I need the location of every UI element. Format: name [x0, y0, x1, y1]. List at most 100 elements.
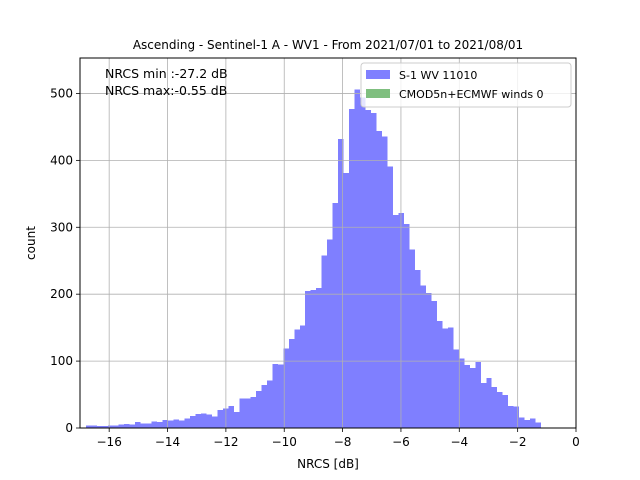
histogram-bar	[431, 300, 437, 428]
histogram-bar	[491, 387, 498, 428]
histogram-bar	[464, 365, 470, 428]
histogram-bar	[184, 418, 191, 428]
histogram-bar	[228, 405, 234, 428]
histogram-bar	[135, 421, 141, 428]
y-tick-label: 0	[65, 421, 73, 435]
histogram-bar	[349, 108, 355, 428]
x-tick-label: −14	[155, 435, 180, 449]
legend-label-s1: S-1 WV 11010	[399, 69, 477, 82]
plot-frame	[79, 57, 577, 429]
histogram-bar	[508, 405, 514, 428]
histogram-bar	[310, 290, 317, 428]
histogram-bar	[371, 112, 377, 428]
histogram-bar	[107, 425, 114, 428]
histogram-bar	[530, 418, 536, 428]
histogram-bar	[535, 422, 542, 428]
legend-swatch-s1	[366, 70, 390, 79]
histogram-bar	[299, 325, 306, 428]
y-axis-ticks: 0 100 200 300 400 500	[50, 86, 80, 435]
histogram-bar	[354, 89, 361, 428]
histogram-bar	[321, 255, 328, 428]
histogram-bar	[420, 285, 426, 428]
histogram-bar	[414, 270, 421, 428]
x-tick-label: −16	[97, 435, 122, 449]
histogram-bar	[338, 138, 344, 428]
legend-swatch-cmod	[366, 89, 390, 98]
x-tick-label: −8	[334, 435, 352, 449]
histogram-bar	[201, 413, 207, 428]
annotation-nrcs-min: NRCS min :-27.2 dB	[105, 66, 228, 81]
x-tick-label: −10	[272, 435, 297, 449]
histogram-bar	[458, 358, 465, 428]
x-axis-ticks: −16 −14 −12 −10 −8 −6 −4 −2 0	[97, 428, 580, 449]
histogram-bar	[393, 215, 399, 428]
histogram-bar	[502, 395, 509, 428]
histogram-bar	[382, 136, 388, 428]
y-axis-label: count	[24, 226, 38, 260]
x-tick-label: −12	[213, 435, 238, 449]
histogram-bar	[475, 361, 481, 428]
legend-box	[360, 62, 572, 108]
histogram-bar	[250, 397, 256, 428]
histogram-bar	[168, 420, 174, 428]
histogram-bar	[102, 425, 108, 428]
histogram-bar	[113, 425, 119, 428]
histogram-bar	[436, 320, 443, 428]
histogram-bar	[480, 383, 487, 428]
histogram-bar	[151, 421, 158, 428]
histogram-bar	[179, 420, 185, 428]
histogram-bar	[327, 239, 333, 428]
histogram-bar	[266, 380, 273, 428]
legend-label-cmod: CMOD5n+ECMWF winds 0	[399, 88, 544, 101]
bars-layer	[85, 89, 542, 429]
chart-title: Ascending - Sentinel-1 A - WV1 - From 20…	[133, 38, 523, 52]
histogram-bar	[118, 424, 125, 428]
histogram-bar	[261, 385, 267, 428]
histogram-bar	[206, 414, 212, 428]
histogram-bar	[442, 328, 448, 428]
x-tick-label: −2	[509, 435, 527, 449]
x-tick-label: −6	[392, 435, 410, 449]
histogram-bar	[124, 423, 130, 428]
histogram-bar	[244, 398, 251, 428]
y-tick-label: 200	[50, 287, 73, 301]
histogram-bar	[425, 292, 432, 428]
histogram-bar	[365, 110, 372, 429]
histogram-bar	[140, 423, 147, 428]
histogram-bar	[96, 425, 103, 428]
histogram-bar	[146, 423, 152, 428]
histogram-bar	[217, 409, 223, 428]
x-tick-label: −4	[450, 435, 468, 449]
histogram-bar	[519, 417, 525, 428]
histogram-bar	[305, 290, 311, 428]
histogram-bar	[129, 424, 136, 428]
y-tick-label: 400	[50, 153, 73, 167]
histogram-bar	[91, 425, 97, 428]
x-tick-label: 0	[572, 435, 580, 449]
histogram-bar	[255, 391, 262, 428]
histogram-bar	[332, 203, 339, 428]
histogram-bar	[85, 425, 92, 428]
annotation-nrcs-max: NRCS max:-0.55 dB	[105, 83, 227, 98]
histogram-bar	[190, 415, 196, 428]
histogram-bar	[173, 419, 180, 428]
histogram-bar	[469, 367, 476, 428]
histogram-bar	[211, 416, 218, 428]
histogram-bar	[343, 173, 350, 428]
histogram-bar	[239, 398, 245, 428]
histogram-bar	[277, 364, 284, 428]
y-tick-label: 300	[50, 220, 73, 234]
y-tick-label: 100	[50, 354, 73, 368]
histogram-bar	[233, 411, 240, 428]
histogram-bar	[162, 419, 169, 428]
histogram-bar	[360, 97, 366, 428]
histogram-bar	[316, 288, 322, 428]
legend: S-1 WV 11010 CMOD5n+ECMWF winds 0	[360, 62, 572, 108]
histogram-bar	[294, 329, 300, 428]
histogram-bar	[453, 349, 459, 428]
histogram-bar	[513, 406, 520, 428]
histogram-bar	[486, 377, 492, 428]
histogram-bar	[497, 391, 503, 428]
histogram-bar	[387, 166, 394, 428]
